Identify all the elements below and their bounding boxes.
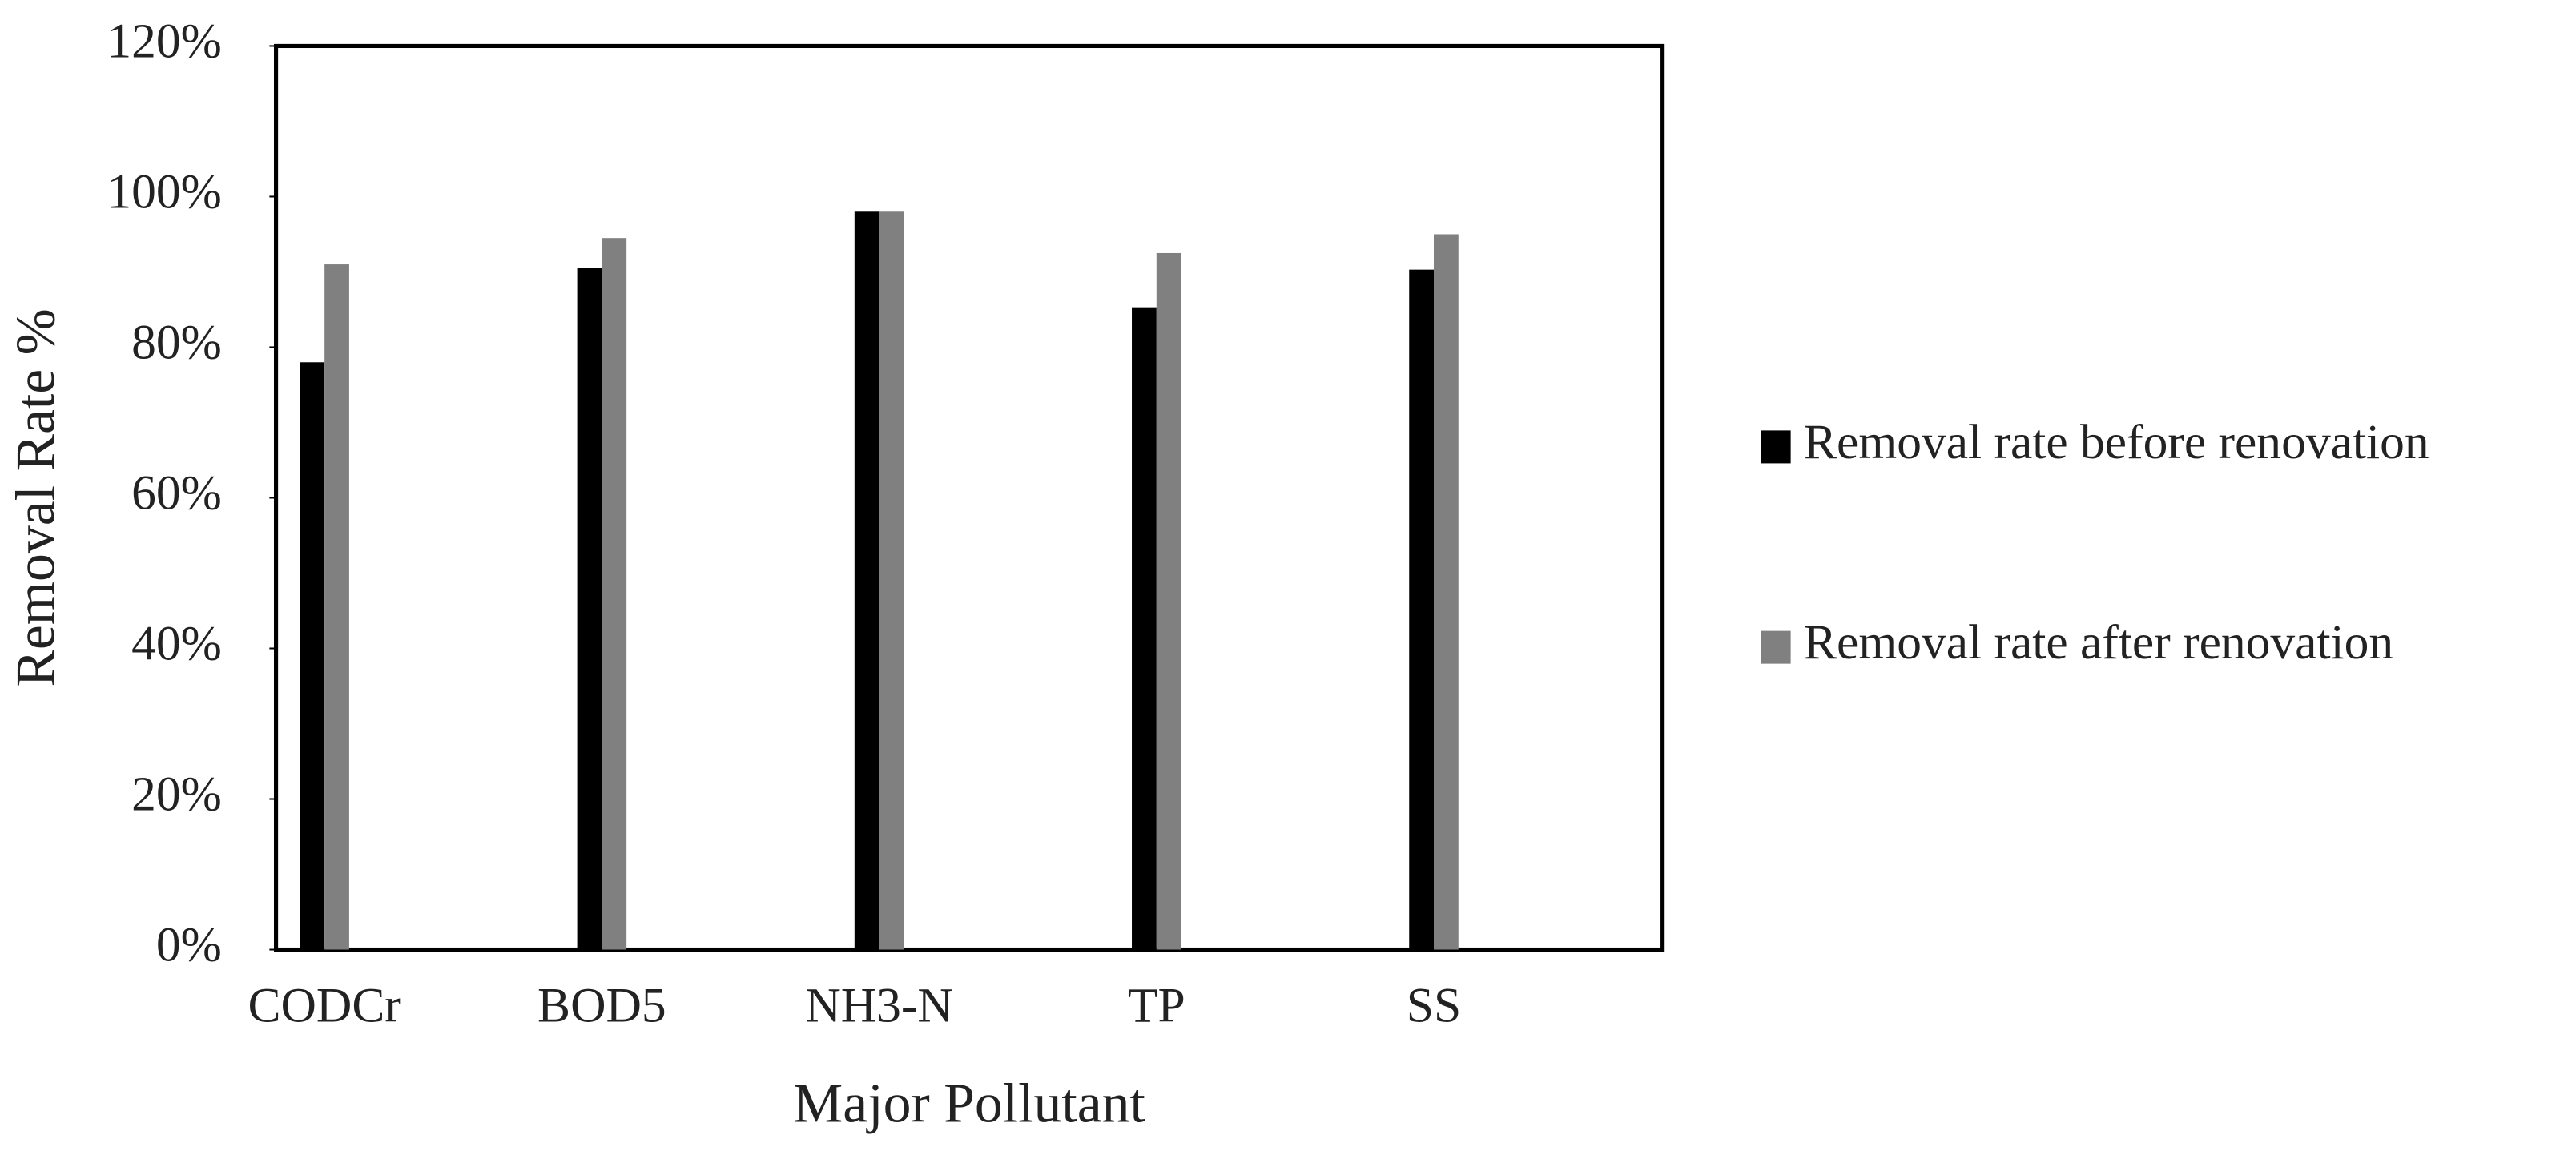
bar bbox=[1409, 269, 1435, 950]
legend-swatch bbox=[1761, 430, 1791, 464]
x-tick-label: TP bbox=[1128, 979, 1185, 1033]
x-axis-title: Major Pollutant bbox=[793, 1073, 1145, 1134]
y-tick-label: 40% bbox=[131, 617, 222, 671]
x-tick-label: SS bbox=[1407, 979, 1461, 1033]
bar bbox=[1132, 307, 1157, 950]
y-tick-label: 120% bbox=[107, 14, 222, 69]
y-tick-label: 20% bbox=[131, 767, 222, 822]
y-axis-title: Removal Rate % bbox=[5, 308, 66, 686]
x-tick-label: CODCr bbox=[248, 979, 400, 1033]
y-tick-label: 80% bbox=[131, 316, 222, 370]
bar bbox=[1434, 234, 1459, 950]
bar bbox=[577, 268, 602, 950]
bar bbox=[324, 264, 349, 950]
bar bbox=[1156, 252, 1181, 950]
y-tick-label: 0% bbox=[156, 918, 222, 972]
legend-label: Removal rate after renovation bbox=[1804, 615, 2393, 670]
legend-label: Removal rate before renovation bbox=[1804, 415, 2429, 469]
legend-swatch bbox=[1761, 630, 1791, 664]
x-tick-label: BOD5 bbox=[537, 979, 666, 1033]
y-tick-label: 60% bbox=[131, 466, 222, 521]
bar bbox=[300, 362, 325, 950]
bar bbox=[602, 238, 627, 950]
bar bbox=[879, 211, 904, 950]
y-tick-label: 100% bbox=[107, 165, 222, 219]
bar bbox=[854, 211, 879, 950]
x-tick-label: NH3-N bbox=[805, 979, 953, 1033]
